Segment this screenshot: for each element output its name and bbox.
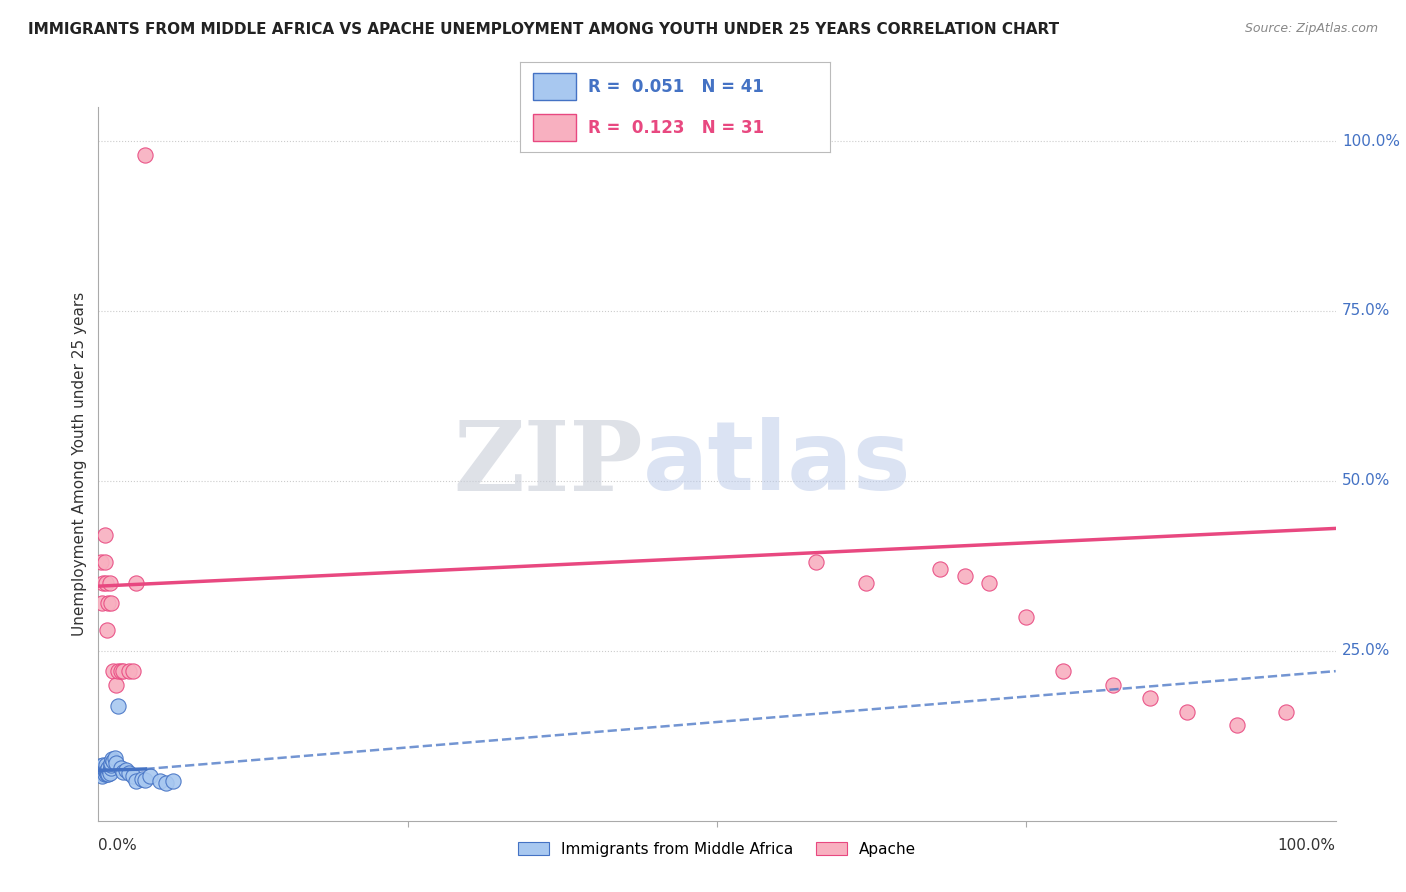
Point xyxy=(1275,705,1298,719)
Point xyxy=(855,575,877,590)
Point xyxy=(110,664,132,678)
Point xyxy=(90,767,112,781)
Point xyxy=(100,761,122,775)
Point xyxy=(98,575,121,590)
Point xyxy=(91,769,114,783)
Point xyxy=(100,758,122,772)
Point xyxy=(1175,705,1198,719)
Point xyxy=(93,555,115,569)
Point xyxy=(91,764,114,779)
Text: 100.0%: 100.0% xyxy=(1341,134,1400,149)
Point xyxy=(100,756,122,770)
Point xyxy=(93,763,115,777)
Point xyxy=(114,763,136,777)
Legend: Immigrants from Middle Africa, Apache: Immigrants from Middle Africa, Apache xyxy=(512,836,922,863)
Point xyxy=(90,555,112,569)
Point xyxy=(91,766,114,780)
Point xyxy=(94,764,117,778)
Point xyxy=(93,761,115,775)
Point xyxy=(101,752,124,766)
Point xyxy=(98,766,121,780)
Text: 25.0%: 25.0% xyxy=(1341,643,1391,658)
Point xyxy=(94,575,117,590)
Point xyxy=(90,763,112,777)
Point xyxy=(124,575,146,590)
Point xyxy=(97,766,120,780)
Point xyxy=(94,761,117,775)
Point xyxy=(155,776,177,790)
Point xyxy=(93,528,115,542)
Point xyxy=(107,699,129,714)
Text: ZIP: ZIP xyxy=(453,417,643,511)
Text: 50.0%: 50.0% xyxy=(1341,474,1391,488)
Point xyxy=(104,756,127,770)
Point xyxy=(134,147,156,161)
Point xyxy=(804,555,827,569)
Point xyxy=(110,761,132,775)
Point xyxy=(97,767,120,781)
Point xyxy=(96,624,118,638)
Text: 75.0%: 75.0% xyxy=(1341,303,1391,318)
Text: atlas: atlas xyxy=(643,417,911,510)
Point xyxy=(93,766,115,780)
Point xyxy=(979,575,1001,590)
Point xyxy=(100,596,122,610)
Y-axis label: Unemployment Among Youth under 25 years: Unemployment Among Youth under 25 years xyxy=(72,292,87,636)
Point xyxy=(112,664,135,678)
Point xyxy=(1139,691,1161,706)
Point xyxy=(1102,678,1125,692)
Point xyxy=(93,758,115,772)
Point xyxy=(89,759,111,773)
Point xyxy=(122,664,145,678)
Text: 0.0%: 0.0% xyxy=(98,838,138,854)
Point xyxy=(131,772,153,786)
Point xyxy=(103,664,125,678)
Point xyxy=(1015,609,1038,624)
Text: Source: ZipAtlas.com: Source: ZipAtlas.com xyxy=(1244,22,1378,36)
Point xyxy=(134,772,156,787)
Point xyxy=(124,774,146,789)
Point xyxy=(139,769,162,783)
Point xyxy=(118,664,141,678)
Text: R =  0.051   N = 41: R = 0.051 N = 41 xyxy=(588,78,763,95)
Bar xyxy=(533,73,576,100)
Point xyxy=(118,766,141,780)
Point xyxy=(1052,664,1074,678)
Point xyxy=(97,761,120,775)
Point xyxy=(162,774,184,789)
Point xyxy=(103,754,125,768)
Point xyxy=(91,596,114,610)
Text: 100.0%: 100.0% xyxy=(1278,838,1336,854)
Point xyxy=(93,575,115,590)
Bar xyxy=(533,114,576,141)
Point xyxy=(107,664,129,678)
Point xyxy=(928,562,950,576)
Point xyxy=(96,763,118,777)
Text: R =  0.123   N = 31: R = 0.123 N = 31 xyxy=(588,119,765,136)
Point xyxy=(98,764,121,778)
Point xyxy=(1226,718,1249,732)
Point xyxy=(94,758,117,772)
Text: IMMIGRANTS FROM MIDDLE AFRICA VS APACHE UNEMPLOYMENT AMONG YOUTH UNDER 25 YEARS : IMMIGRANTS FROM MIDDLE AFRICA VS APACHE … xyxy=(28,22,1059,37)
Point xyxy=(103,751,125,765)
Point xyxy=(96,767,118,781)
Point xyxy=(93,767,115,781)
Point xyxy=(122,769,145,783)
Point xyxy=(112,764,135,779)
Point xyxy=(97,596,120,610)
Point xyxy=(953,569,976,583)
Point xyxy=(149,774,172,789)
Point xyxy=(104,678,127,692)
